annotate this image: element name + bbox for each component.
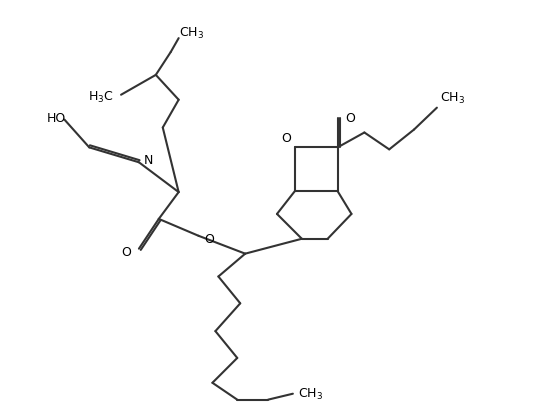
Text: CH$_3$: CH$_3$ (179, 25, 204, 40)
Text: O: O (205, 232, 214, 245)
Text: CH$_3$: CH$_3$ (440, 90, 465, 106)
Text: O: O (281, 132, 291, 145)
Text: O: O (345, 112, 355, 125)
Text: O: O (121, 245, 131, 258)
Text: HO: HO (47, 112, 66, 125)
Text: H$_3$C: H$_3$C (87, 90, 113, 105)
Text: CH$_3$: CH$_3$ (298, 386, 323, 401)
Text: N: N (144, 153, 153, 166)
